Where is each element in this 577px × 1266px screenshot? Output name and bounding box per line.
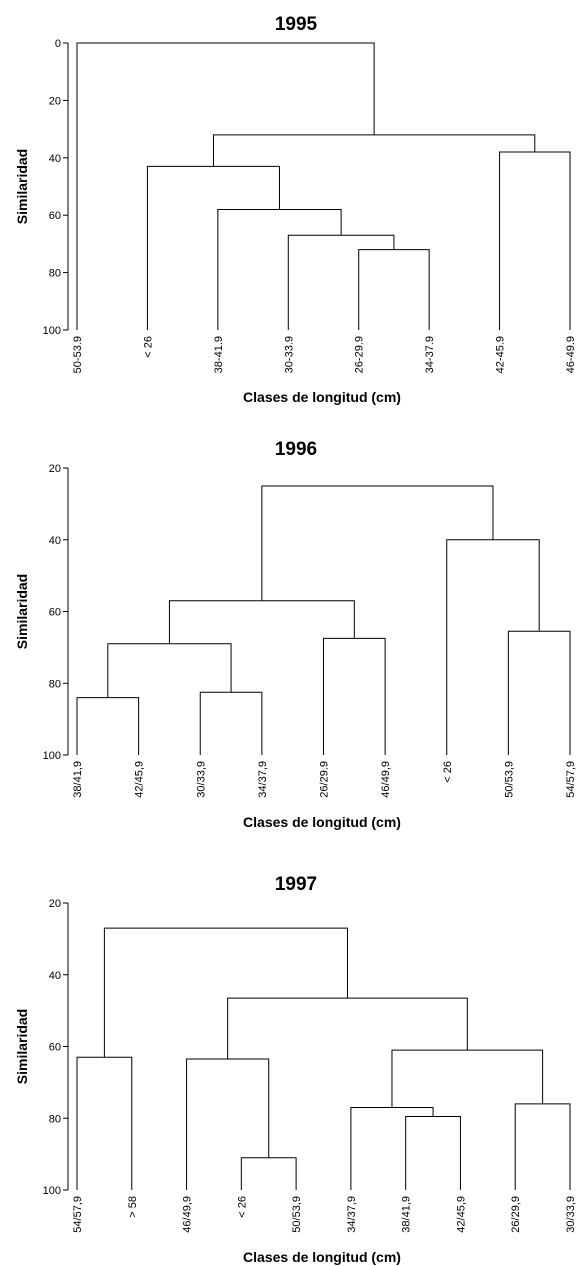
dendrogram-link — [514, 1103, 571, 1190]
dendrogram-link — [168, 600, 355, 644]
leaf-label: 30-33.9 — [283, 336, 295, 373]
chart-panel: 1996 Similaridad Clases de longitud (cm) 20… — [14, 439, 577, 830]
y-tick-label: 100 — [43, 1185, 61, 1197]
y-tick-label: 60 — [49, 1042, 61, 1054]
dendrogram-link — [261, 485, 494, 601]
dendrogram-link — [323, 637, 386, 755]
dendrogram-link — [446, 539, 540, 755]
dendrogram-link — [350, 1106, 434, 1190]
y-tick-label: 0 — [55, 38, 61, 50]
dendrogram-link — [107, 643, 232, 698]
y-tick-label: 80 — [49, 268, 61, 280]
y-tick-label: 20 — [49, 898, 61, 910]
y-axis-label: Similaridad — [14, 574, 30, 649]
chart-title: 1995 — [275, 14, 318, 35]
dendrogram-link — [199, 691, 263, 755]
leaf-label: 50/53,9 — [503, 761, 515, 798]
chart-title: 1996 — [275, 439, 317, 460]
y-tick-label: 40 — [49, 153, 61, 165]
leaf-label: 38/41,9 — [401, 1196, 413, 1233]
dendrogram-link — [146, 165, 280, 330]
leaf-label: 26/29.9 — [319, 761, 331, 798]
chart-panel: 1995 Similaridad Clases de longitud (cm) 0 2… — [14, 14, 577, 405]
x-axis-label: Clases de longitud (cm) — [243, 1249, 401, 1265]
leaf-label: < 26 — [236, 1196, 248, 1218]
leaf-label: 26-29.9 — [354, 336, 366, 373]
leaf-label: 50/53,9 — [291, 1196, 303, 1233]
dendrogram-link — [217, 208, 342, 330]
dendrogram-link — [227, 997, 468, 1060]
leaf-label: 46-49.9 — [565, 336, 577, 373]
leaf-label: > 58 — [127, 1196, 139, 1218]
y-tick-label: 60 — [49, 210, 61, 222]
dendrogram-link — [103, 927, 348, 1058]
leaf-label: 46/49,9 — [182, 1196, 194, 1233]
y-tick-label: 60 — [49, 607, 61, 619]
dendrogram-link — [186, 1058, 270, 1190]
dendrogram-link — [358, 249, 430, 330]
chart-panel: 1997 Similaridad Clases de longitud (cm) 20… — [14, 874, 577, 1265]
y-tick-label: 80 — [49, 678, 61, 690]
y-axis-label: Similaridad — [14, 149, 30, 224]
y-tick-label: 40 — [49, 970, 61, 982]
leaf-label: 34/37,9 — [257, 761, 269, 798]
dendrogram-link — [76, 1056, 133, 1190]
leaf-label: 38-41.9 — [213, 336, 225, 373]
y-tick-label: 40 — [49, 535, 61, 547]
leaf-label: 42/45,9 — [455, 1196, 467, 1233]
leaf-label: < 26 — [142, 336, 154, 358]
leaf-label: 50-53.9 — [72, 336, 84, 373]
y-tick-label: 100 — [43, 750, 61, 762]
dendrogram-link — [405, 1115, 461, 1190]
x-axis-label: Clases de longitud (cm) — [243, 389, 401, 405]
y-axis-label: Similaridad — [14, 1009, 30, 1084]
x-axis-label: Clases de longitud (cm) — [243, 814, 401, 830]
leaf-label: 54/57,9 — [72, 1196, 84, 1233]
dendrogram-link — [76, 697, 140, 755]
leaf-label: 42-45.9 — [495, 336, 507, 373]
leaf-label: 34/37,9 — [346, 1196, 358, 1233]
y-tick-label: 80 — [49, 1113, 61, 1125]
leaf-label: 42/45,9 — [134, 761, 146, 798]
leaf-label: 54/57,9 — [565, 761, 577, 798]
dendrogram-link — [240, 1157, 297, 1190]
leaf-label: 38/41,9 — [72, 761, 84, 798]
leaf-label: < 26 — [442, 761, 454, 783]
dendrogram-link — [76, 42, 375, 330]
leaf-label: 30/33,9 — [195, 761, 207, 798]
leaf-label: 26/29,9 — [510, 1196, 522, 1233]
dendrogram-link — [391, 1049, 544, 1108]
dendrogram-link — [499, 151, 571, 330]
chart-title: 1997 — [275, 874, 317, 895]
y-tick-label: 20 — [49, 463, 61, 475]
y-tick-label: 20 — [49, 95, 61, 107]
y-tick-label: 100 — [43, 325, 61, 337]
leaf-label: 34-37.9 — [424, 336, 436, 373]
leaf-label: 46/49,9 — [380, 761, 392, 798]
leaf-label: 30/33,9 — [565, 1196, 577, 1233]
dendrogram-link — [212, 134, 536, 167]
dendrogram-link — [507, 630, 571, 755]
